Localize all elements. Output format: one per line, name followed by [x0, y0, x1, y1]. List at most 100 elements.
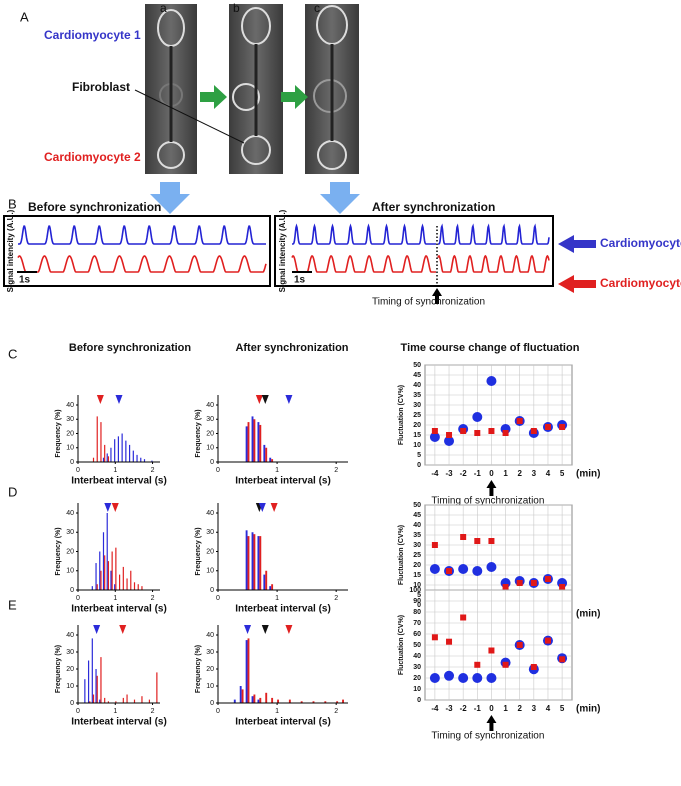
x-axis-label: Interbeat interval (s) [235, 604, 331, 615]
point [460, 614, 467, 621]
bar [239, 686, 242, 703]
annotation: Timing of synchronization [431, 496, 544, 507]
bar [257, 422, 260, 462]
bar [253, 534, 256, 590]
x-tick-label: 0 [489, 469, 494, 478]
point [472, 566, 483, 576]
trace-label: Cardiomyocyte 2 [600, 276, 681, 290]
row-label: C [8, 346, 17, 361]
x-tick-label: 0 [216, 595, 220, 602]
mean-marker [261, 395, 269, 404]
bar [107, 456, 110, 462]
y-tick-label: 25 [413, 412, 421, 419]
y-tick-label: 10 [413, 686, 421, 693]
bar [128, 444, 131, 462]
y-tick-label: 50 [413, 362, 421, 369]
bar [288, 699, 291, 703]
x-tick-label: -3 [445, 469, 453, 478]
bar [107, 701, 110, 703]
point [559, 424, 566, 430]
y-tick-label: 40 [66, 632, 74, 639]
x-axis-label: Interbeat interval (s) [235, 717, 331, 728]
point [446, 638, 453, 645]
scale-label: 1s [19, 275, 31, 286]
annotation: Timing of synchronization [372, 297, 485, 308]
bar [92, 457, 95, 462]
y-tick-label: 30 [413, 402, 421, 409]
mean-marker [96, 395, 104, 404]
x-tick-label: 2 [151, 708, 155, 715]
bar [137, 584, 139, 590]
bar [122, 697, 124, 703]
point [486, 376, 497, 386]
bar [110, 570, 112, 590]
bar [106, 513, 108, 590]
bar [126, 694, 128, 703]
mean-marker [93, 625, 101, 634]
x-tick-label: 2 [334, 708, 338, 715]
y-tick-label: 70 [413, 620, 421, 627]
bar [245, 530, 248, 590]
y-axis-label: Frequency (%) [195, 409, 202, 457]
bar [253, 419, 256, 462]
bar [156, 672, 158, 703]
x-tick-label: 3 [532, 704, 537, 713]
x-tick-label: 1 [275, 708, 279, 715]
x-tick-label: 4 [546, 704, 551, 713]
mean-marker [258, 503, 266, 512]
y-tick-label: 5 [417, 592, 421, 599]
point [460, 534, 467, 540]
x-tick-label: 0 [76, 595, 80, 602]
arrow [486, 715, 497, 731]
bar [245, 640, 248, 703]
x-tick-label: 2 [334, 467, 338, 474]
y-tick-label: 40 [413, 522, 421, 529]
bar [259, 697, 262, 703]
y-tick-label: 0 [70, 587, 74, 594]
bar [114, 584, 116, 590]
bar [263, 444, 266, 462]
point [544, 424, 551, 430]
column-title: Before synchronization [69, 342, 192, 354]
bar [141, 696, 143, 703]
bar [99, 699, 101, 703]
x-tick-label: 0 [489, 704, 494, 713]
y-tick-label: 25 [413, 552, 421, 559]
x-tick-label: 1 [275, 467, 279, 474]
y-tick-label: 30 [66, 529, 74, 536]
bar [271, 697, 274, 703]
bar [102, 532, 105, 590]
y-tick-label: 90 [413, 598, 421, 605]
panel-label: B [8, 196, 17, 211]
bar [114, 439, 116, 462]
mean-marker [285, 625, 293, 634]
bar [247, 422, 250, 462]
point [544, 576, 551, 582]
trace [438, 223, 550, 245]
x-tick-label: 1 [113, 595, 117, 602]
point [429, 432, 440, 442]
y-tick-label: 20 [413, 675, 421, 682]
bar [148, 699, 151, 703]
x-axis-label: Interbeat interval (s) [71, 604, 167, 615]
point [559, 656, 566, 663]
bar [100, 570, 102, 590]
mean-marker [104, 503, 112, 512]
bar [104, 555, 106, 590]
bar [136, 454, 138, 462]
mean-marker [261, 625, 269, 634]
point [516, 642, 523, 648]
bar [95, 563, 97, 590]
y-tick-label: 40 [206, 632, 214, 639]
bar [245, 426, 248, 462]
point [488, 647, 495, 654]
y-tick-label: 10 [413, 582, 421, 589]
bar [151, 460, 153, 462]
y-tick-label: 0 [210, 700, 214, 707]
y-tick-label: 40 [206, 510, 214, 517]
bar [89, 701, 91, 703]
bar [95, 669, 97, 703]
y-tick-label: 10 [206, 568, 214, 575]
bar [312, 701, 315, 703]
point [530, 664, 537, 670]
